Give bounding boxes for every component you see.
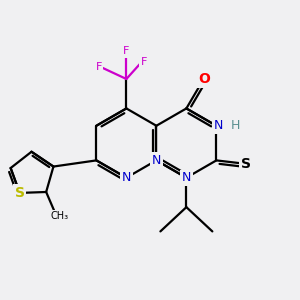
Text: S: S <box>241 157 251 171</box>
Text: F: F <box>140 57 147 67</box>
Text: S: S <box>15 186 25 200</box>
Text: N: N <box>182 171 191 184</box>
Text: N: N <box>152 154 161 167</box>
Text: F: F <box>123 46 130 56</box>
Text: F: F <box>95 62 102 72</box>
Text: CH₃: CH₃ <box>51 211 69 221</box>
Text: N: N <box>122 171 131 184</box>
Text: O: O <box>198 72 210 86</box>
Text: H: H <box>231 119 240 132</box>
Text: N: N <box>213 119 223 132</box>
